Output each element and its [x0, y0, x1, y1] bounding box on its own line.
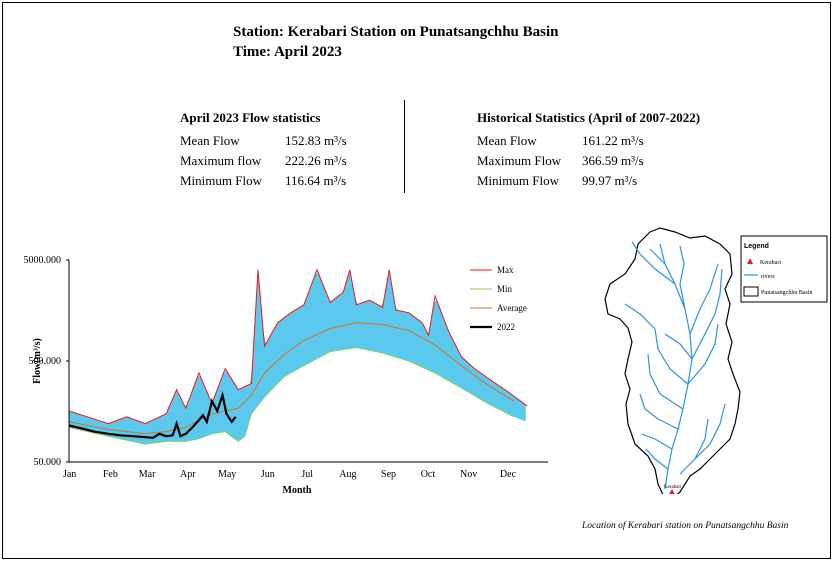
stat-value: 222.26 m³/s [285, 153, 347, 168]
current-stats-panel: April 2023 Flow statistics Mean Flow 152… [180, 110, 347, 191]
stat-label: Mean Flow [180, 133, 240, 148]
y-tick-label: 5000.000 [24, 255, 62, 266]
station-map-label: Kerabari [664, 485, 682, 490]
legend-label: Min [497, 284, 513, 294]
x-tick-label: Apr [180, 469, 196, 480]
legend-triangle-icon [747, 258, 753, 264]
legend-basin-icon [743, 286, 759, 297]
map-legend-title: Legend [744, 243, 769, 250]
stat-value: 161.22 m³/s [582, 133, 644, 148]
stat-row: Maximum flow 222.26 m³/s [180, 151, 347, 171]
kerabari-station-marker [669, 489, 675, 494]
x-tick-label: Oct [421, 469, 436, 480]
station-title: Station: Kerabari Station on Punatsangch… [233, 24, 559, 40]
stat-value: 366.59 m³/s [582, 153, 644, 168]
x-tick-label: Jun [261, 469, 275, 480]
time-title: Time: April 2023 [233, 44, 342, 60]
map-legend-item: Punatsangchhu Basin [761, 290, 813, 296]
basin-outline [604, 227, 741, 494]
series-line-max [68, 268, 528, 425]
stat-value: 99.97 m³/s [582, 173, 638, 188]
x-tick-label: Nov [460, 469, 477, 480]
map-caption: Location of Kerabari station on Punatsan… [582, 521, 789, 531]
x-tick-label: Sep [381, 469, 396, 480]
stat-row: Mean Flow 152.83 m³/s [180, 131, 347, 151]
stat-row: Mean Flow 161.22 m³/s [477, 131, 700, 151]
min-max-band [69, 269, 526, 445]
y-tick-label: 50.000 [34, 457, 62, 468]
stat-label: Maximum Flow [477, 153, 562, 168]
map-legend-item: rivers [761, 274, 775, 280]
series-line-min [68, 346, 515, 445]
historical-stats-title: Historical Statistics (April of 2007-202… [477, 110, 701, 125]
x-tick-label: Dec [500, 469, 517, 480]
x-tick-label: Jul [301, 469, 313, 480]
x-tick-label: Mar [139, 469, 156, 480]
historical-stats-panel: Historical Statistics (April of 2007-202… [477, 110, 700, 191]
stat-value: 116.64 m³/s [285, 173, 347, 188]
legend-label: 2022 [497, 322, 515, 332]
stat-label: Minimum Flow [477, 173, 559, 188]
stat-row: Minimum Flow 99.97 m³/s [477, 171, 700, 191]
x-tick-label: Jan [63, 469, 76, 480]
x-tick-label: Feb [103, 469, 118, 480]
river-network [624, 241, 726, 490]
y-axis-label: Flow(m³/s) [32, 338, 43, 384]
stat-row: Maximum Flow 366.59 m³/s [477, 151, 700, 171]
series-line-average [68, 322, 515, 435]
stat-label: Minimum Flow [180, 173, 262, 188]
legend-label: Average [497, 303, 527, 313]
series-line-2022 [68, 390, 237, 439]
y-tick-label: 500.000 [29, 356, 62, 367]
stats-divider [404, 100, 405, 193]
x-tick-label: Aug [339, 469, 356, 480]
page-frame [2, 2, 831, 559]
current-stats-title: April 2023 Flow statistics [180, 110, 321, 125]
legend-label: Max [497, 265, 514, 275]
stat-value: 152.83 m³/s [285, 133, 347, 148]
stat-label: Maximum flow [180, 153, 262, 168]
x-tick-label: May [218, 469, 236, 480]
basin-map: Kerabari Legend Kerabari rivers Punatsan… [604, 227, 828, 494]
stat-row: Minimum Flow 116.64 m³/s [180, 171, 347, 191]
map-legend-item: Kerabari [760, 260, 781, 266]
x-axis-label: Month [283, 485, 312, 495]
stat-label: Mean Flow [477, 133, 537, 148]
